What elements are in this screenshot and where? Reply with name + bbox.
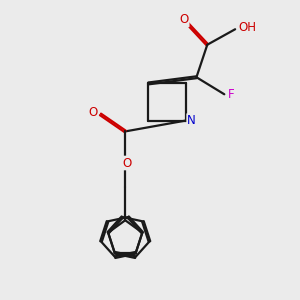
Text: O: O — [179, 14, 189, 26]
Text: F: F — [228, 88, 235, 101]
Text: N: N — [187, 114, 196, 127]
Text: OH: OH — [238, 21, 256, 34]
Text: O: O — [122, 157, 131, 169]
Text: O: O — [88, 106, 98, 119]
